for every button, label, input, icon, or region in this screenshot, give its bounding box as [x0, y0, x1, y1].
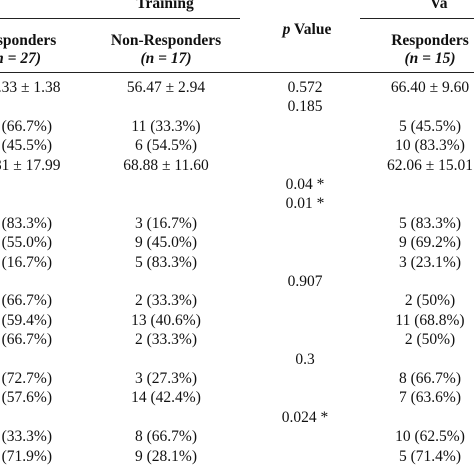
table-cell: 0.572: [287, 79, 323, 96]
table-cell: 0.185: [287, 98, 323, 116]
table-cell: 2 (50%): [404, 331, 456, 349]
non-responders-n: (n = 17): [140, 50, 192, 67]
table-cell: 5 (45.5%): [0, 137, 52, 155]
validation-header-rule: [360, 18, 474, 19]
val-responders-n: (n = 15): [404, 50, 456, 67]
table-cell: 10 (83.3%): [395, 137, 465, 155]
table-cell: 1 (16.7%): [0, 253, 52, 271]
table-cell: 66.40 ± 9.60: [390, 79, 470, 96]
table-cell: .81 ± 17.99: [0, 156, 61, 174]
header-bottom-rule: [0, 72, 474, 73]
table-cell: 3 (27.3%): [135, 370, 197, 387]
table-cell: 10 (62.5%): [395, 428, 465, 446]
table-cell: 5 (83.3%): [399, 214, 461, 232]
table-cell: 9 (45.0%): [135, 234, 197, 252]
table-cell: 7 (63.6%): [399, 389, 461, 407]
table-cell: 5 (71.4%): [399, 447, 461, 465]
training-header: Training: [136, 0, 194, 12]
table-cell: 4 (66.7%): [0, 331, 52, 349]
validation-header: Va: [430, 0, 448, 12]
table-cell: 5 (45.5%): [399, 117, 461, 135]
responders-header: esponders: [0, 32, 57, 49]
table-cell: 0.01 *: [285, 195, 325, 213]
table-cell: 11 (68.8%): [395, 311, 465, 329]
table-cell: 9 (69.2%): [399, 234, 461, 252]
table-cell: 0.024 *: [281, 408, 329, 426]
table-cell: 8 (72.7%): [0, 370, 52, 387]
table-cell: 3 (71.9%): [0, 447, 52, 465]
table-cell: 0.907: [287, 273, 323, 290]
table-cell: 3 (16.7%): [135, 214, 197, 232]
table-cell: 2 (33.3%): [135, 331, 197, 349]
table-cell: 0.3: [295, 350, 315, 368]
table-cell: 8 (66.7%): [399, 370, 461, 387]
table-cell: 0.04 *: [285, 176, 325, 193]
responders-n: (n = 27): [0, 50, 42, 67]
table-cell: 68.88 ± 11.60: [123, 156, 209, 174]
non-responders-header: Non-Responders: [110, 32, 222, 49]
table-cell: 14 (42.4%): [131, 389, 201, 407]
table-cell: 9 (57.6%): [0, 389, 52, 407]
table-cell: 5 (83.3%): [0, 214, 52, 232]
table-cell: 3 (23.1%): [399, 253, 461, 271]
table-cell: 4 (33.3%): [0, 428, 52, 446]
table-cell: 11 (33.3%): [131, 117, 201, 135]
table-cell: 9 (59.4%): [0, 311, 52, 329]
p-value-header: p Value: [282, 21, 332, 38]
table-cell: 6 (54.5%): [135, 137, 197, 155]
table-cell: 62.06 ± 15.01: [386, 156, 473, 174]
table-cell: 56.47 ± 2.94: [126, 79, 206, 96]
table-cell: 8.33 ± 1.38: [0, 79, 61, 96]
table-cell: 9 (28.1%): [135, 447, 197, 465]
val-responders-header: Responders: [391, 32, 469, 49]
training-header-rule: [0, 18, 240, 19]
table-cell: 1 (55.0%): [0, 234, 52, 252]
table-cell: 13 (40.6%): [131, 311, 201, 329]
table-cell: 2 (33.3%): [135, 292, 197, 310]
table-cell: 4 (66.7%): [0, 292, 52, 310]
table-cell: 8 (66.7%): [135, 428, 197, 446]
table-cell: 2 (50%): [404, 292, 456, 310]
table-cell: 5 (83.3%): [135, 253, 197, 271]
table-cell: 2 (66.7%): [0, 117, 52, 135]
